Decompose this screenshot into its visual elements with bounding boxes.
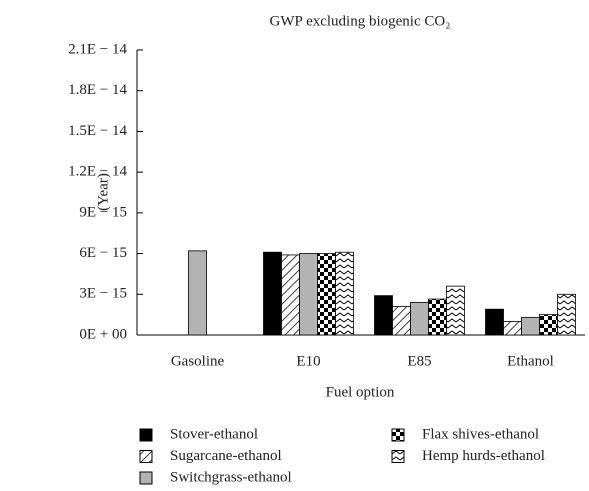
- bar: [335, 251, 354, 336]
- bar: [299, 253, 318, 336]
- legend-swatch: [139, 450, 153, 463]
- x-tick-label: Ethanol: [507, 353, 554, 369]
- legend-swatch: [139, 471, 153, 485]
- bar: [521, 316, 540, 336]
- legend-swatch: [391, 450, 405, 463]
- bar: [317, 253, 336, 336]
- y-tick-label: 6E − 15: [79, 245, 127, 261]
- legend-label: Hemp hurds-ethanol: [422, 448, 545, 464]
- y-tick-label: 1.5E − 14: [68, 123, 127, 139]
- legend-label: Sugarcane-ethanol: [170, 448, 282, 464]
- y-axis-label: (Year): [95, 173, 111, 211]
- y-tick-label: 9E − 15: [79, 204, 127, 220]
- bar: [188, 250, 207, 336]
- legend-label: Switchgrass-ethanol: [170, 469, 292, 485]
- bar: [281, 254, 300, 336]
- bar: [392, 306, 411, 336]
- legend-label: Stover-ethanol: [170, 426, 258, 442]
- legend-label: Flax shives-ethanol: [422, 426, 539, 442]
- y-tick-label: 1.2E − 14: [68, 164, 127, 180]
- bar: [374, 295, 393, 336]
- y-tick-label: 0E + 00: [79, 326, 127, 342]
- y-tick-label: 3E − 15: [79, 286, 127, 302]
- bar: [503, 321, 522, 336]
- x-axis-label: Fuel option: [326, 384, 395, 400]
- bar: [485, 308, 504, 336]
- x-tick-label: Gasoline: [171, 353, 225, 369]
- legend-swatch: [391, 428, 405, 442]
- legend-swatch: [139, 428, 153, 442]
- bar: [263, 251, 282, 336]
- bar: [428, 298, 447, 336]
- bar: [539, 314, 558, 336]
- x-tick-label: E85: [407, 353, 431, 369]
- y-tick-label: 1.8E − 14: [68, 82, 127, 98]
- y-tick-label: 2.1E − 14: [68, 41, 127, 57]
- bar: [446, 285, 465, 336]
- chart-title: GWP excluding biogenic CO₂: [270, 13, 451, 29]
- bar: [557, 293, 576, 336]
- bar: [410, 302, 429, 336]
- x-tick-label: E10: [296, 353, 320, 369]
